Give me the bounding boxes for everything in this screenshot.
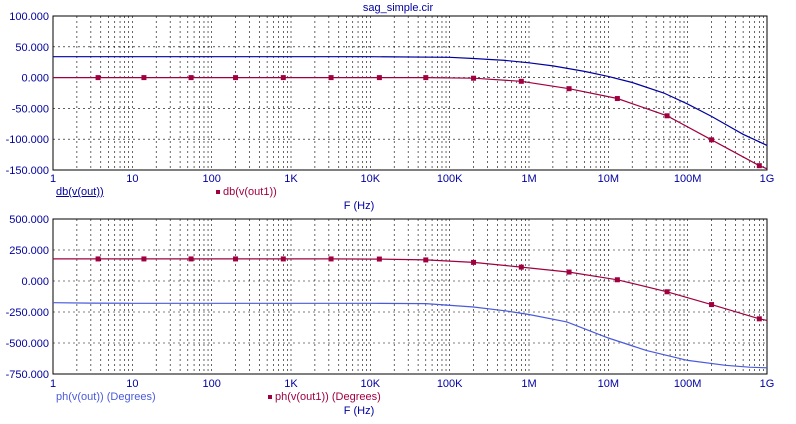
x-tick-label: 1 [50, 173, 56, 185]
data-point-marker [471, 75, 477, 81]
x-axis-label-top: F (Hz) [343, 200, 375, 212]
x-tick-label: 100M [674, 378, 702, 390]
series-line-1-1 [53, 258, 768, 321]
data-point-marker [709, 302, 715, 308]
data-point-marker [423, 257, 429, 263]
data-point-marker [471, 259, 477, 265]
x-tick-label: 100K [437, 378, 463, 390]
x-tick-label: 10M [598, 378, 619, 390]
data-point-marker [709, 137, 715, 143]
x-tick-label: 100 [202, 173, 220, 185]
x-tick-label: 100 [202, 378, 220, 390]
data-point-marker [141, 256, 147, 262]
chart-panel-0: 100.000 50.000 0.000 -50.000 -100.000 -150.00… [6, 11, 775, 185]
x-tick-label: 1M [521, 173, 536, 185]
data-point-marker [280, 256, 286, 262]
y-tick-label: -150.000 [6, 165, 49, 177]
data-point-marker [280, 75, 286, 81]
data-point-marker [188, 75, 194, 81]
x-tick-label: 1 [50, 378, 56, 390]
y-tick-label: -50.000 [12, 103, 49, 115]
legend-ph-out[interactable]: ph(v(out)) (Degrees) [56, 391, 156, 403]
chart-panel-1: 500.000 250.000 0.000 -250.000 -500.000 -750.… [6, 214, 775, 390]
data-point-marker [328, 256, 334, 262]
legend-db-out1[interactable]: db(v(out1)) [216, 186, 277, 198]
x-tick-label: 10K [361, 173, 381, 185]
x-tick-label: 1K [284, 173, 298, 185]
y-tick-label: -250.000 [6, 307, 49, 319]
y-tick-label: 250.000 [9, 245, 49, 257]
data-point-marker [756, 316, 762, 322]
x-axis-label-bottom: F (Hz) [343, 405, 375, 417]
legend-ph-out1[interactable]: ph(v(out1)) (Degrees) [268, 391, 381, 403]
y-tick-label: 500.000 [9, 214, 49, 226]
data-point-marker [566, 86, 572, 92]
data-point-marker [95, 75, 101, 81]
data-point-marker [614, 96, 620, 102]
x-tick-label: 10 [126, 378, 138, 390]
plot-frame [52, 15, 768, 171]
series-line-0-0 [53, 56, 768, 146]
data-point-marker [518, 264, 524, 270]
y-tick-label: 0.000 [21, 276, 49, 288]
data-point-marker [233, 256, 239, 262]
data-point-marker [95, 256, 101, 262]
square-marker-icon [216, 190, 220, 195]
x-tick-label: 100K [437, 173, 463, 185]
x-tick-label: 10M [598, 173, 619, 185]
data-point-marker [566, 269, 572, 275]
y-tick-label: 100.000 [9, 11, 49, 23]
data-point-marker [664, 113, 670, 119]
series-line-1-0 [52, 302, 768, 369]
window-title: sag_simple.cir [362, 2, 434, 14]
data-point-marker [756, 163, 762, 169]
x-tick-label: 1K [284, 378, 298, 390]
data-point-marker [423, 75, 429, 81]
x-tick-label: 1M [521, 378, 536, 390]
data-point-marker [328, 75, 334, 81]
y-tick-label: -100.000 [6, 134, 49, 146]
plot-frame [52, 218, 768, 375]
data-point-marker [188, 256, 194, 262]
x-tick-label: 100M [674, 173, 702, 185]
square-marker-icon [268, 395, 272, 400]
x-tick-label: 10K [361, 378, 381, 390]
y-tick-label: 0.000 [21, 73, 49, 85]
y-tick-label: 50.000 [15, 42, 49, 54]
data-point-marker [376, 256, 382, 262]
legend-db-out1-label: db(v(out1)) [223, 186, 277, 198]
data-point-marker [141, 75, 147, 81]
y-tick-label: -500.000 [6, 338, 49, 350]
y-tick-label: -750.000 [6, 369, 49, 381]
data-point-marker [664, 289, 670, 295]
data-point-marker [614, 277, 620, 283]
data-point-marker [376, 75, 382, 81]
data-point-marker [518, 78, 524, 84]
x-tick-label: 1G [760, 173, 775, 185]
legend-ph-out1-label: ph(v(out1)) (Degrees) [275, 391, 381, 403]
x-tick-label: 10 [126, 173, 138, 185]
legend-db-out[interactable]: db(v(out)) [56, 186, 104, 198]
data-point-marker [233, 75, 239, 81]
x-tick-label: 1G [760, 378, 775, 390]
